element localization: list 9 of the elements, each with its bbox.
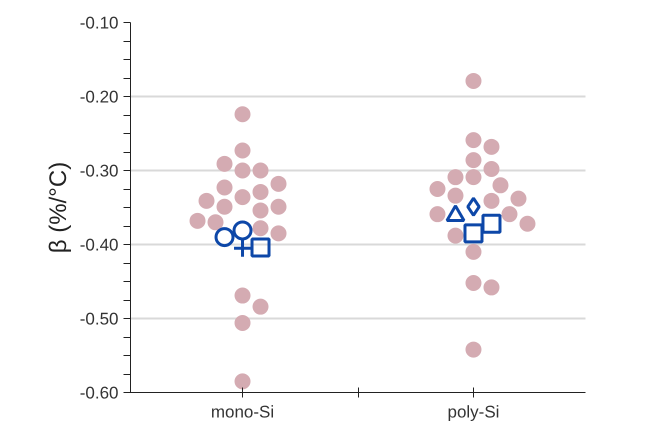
x-tick-label: mono-Si [210, 402, 274, 422]
y-tick-label: -0.60 [80, 384, 118, 402]
y-tick-label: -0.30 [80, 162, 118, 180]
y-tick-label: -0.50 [80, 310, 118, 328]
y-axis-title: β (%/°C) [44, 162, 72, 254]
y-tick-label: -0.10 [80, 14, 118, 32]
y-tick-label: -0.20 [80, 88, 118, 106]
y-tick-label: -0.40 [80, 236, 118, 254]
x-tick-label: poly-Si [448, 402, 500, 422]
